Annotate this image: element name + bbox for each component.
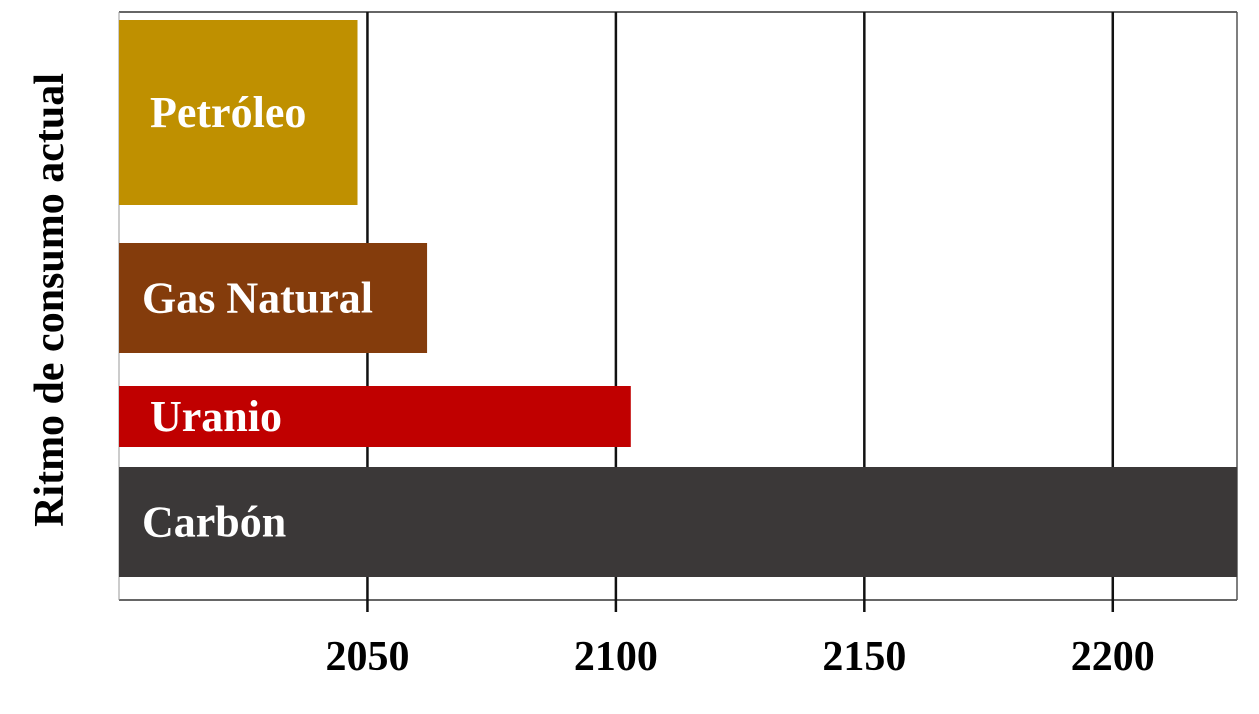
bar-label-2: Uranio <box>150 392 282 441</box>
x-tick-labels: 2050 2100 2150 2200 <box>325 634 1154 680</box>
bar-label-0: Petróleo <box>150 88 306 137</box>
bar-3 <box>119 467 1237 577</box>
bar-label-3: Carbón <box>142 498 286 547</box>
x-tick-label-2050: 2050 <box>325 634 409 680</box>
bar-label-1: Gas Natural <box>142 274 373 323</box>
x-tick-label-2200: 2200 <box>1071 634 1155 680</box>
x-tick-label-2100: 2100 <box>574 634 658 680</box>
bars: Petróleo Gas Natural Uranio Carbón <box>119 20 1237 577</box>
bar-0 <box>119 20 358 205</box>
bar-1 <box>119 243 428 353</box>
x-tick-label-2150: 2150 <box>822 634 906 680</box>
bar-2 <box>119 386 631 447</box>
